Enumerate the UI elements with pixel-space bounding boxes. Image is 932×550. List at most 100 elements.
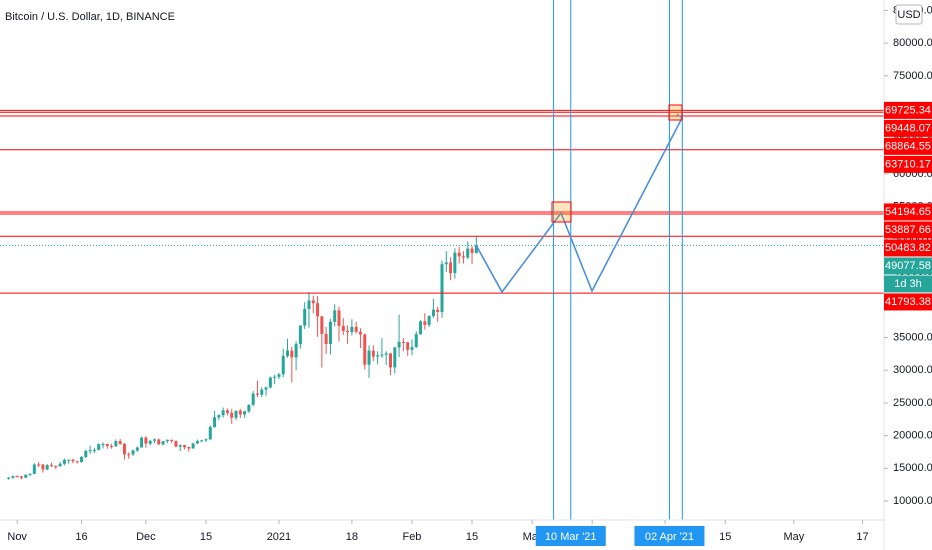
level-label-box — [884, 137, 932, 155]
level-label-box — [884, 239, 932, 257]
candle-body — [281, 355, 285, 375]
candle-body — [316, 303, 320, 317]
x-tick-label: 15 — [466, 531, 478, 543]
x-tick-label: 18 — [346, 531, 358, 543]
candle-body — [423, 321, 427, 325]
candle-body — [97, 444, 101, 450]
countdown-label-box — [884, 275, 932, 293]
level-label: 68864.55 — [885, 140, 931, 152]
candle-body — [320, 316, 324, 334]
level-label-box — [884, 155, 932, 173]
candle-body — [178, 445, 182, 447]
level-label: 53887.66 — [885, 224, 931, 236]
candle-body — [54, 466, 58, 468]
candle-body — [110, 445, 114, 447]
level-label-box — [884, 203, 932, 221]
candle-body — [127, 454, 131, 456]
date-marker-label: 10 Mar '21 — [545, 531, 597, 543]
level-label-box — [884, 221, 932, 239]
y-tick-label: 35000.00 — [893, 331, 932, 343]
candle-body — [457, 252, 461, 257]
candle-body — [436, 309, 440, 312]
candle-body — [191, 443, 195, 449]
y-tick-label: 30000.00 — [893, 364, 932, 376]
x-tick-label: 16 — [75, 531, 87, 543]
candle-body — [294, 344, 298, 358]
candle-body — [268, 377, 272, 388]
candle-body — [213, 417, 217, 428]
target-box — [551, 201, 572, 223]
candle-body — [204, 439, 208, 441]
x-tick-label: Feb — [402, 531, 421, 543]
level-label-box — [884, 119, 932, 137]
candle-body — [311, 300, 315, 304]
candle-body — [380, 354, 384, 356]
y-tick-label: 20000.00 — [893, 430, 932, 442]
candle-body — [277, 374, 281, 377]
candle-body — [152, 439, 156, 441]
y-tick-label: 75000.00 — [893, 70, 932, 82]
candle-body — [41, 464, 45, 470]
candle-body — [333, 310, 337, 322]
candle-body — [427, 315, 431, 325]
candle-body — [88, 450, 92, 452]
candle-body — [389, 353, 393, 368]
candle-body — [358, 331, 362, 335]
candle-body — [49, 465, 53, 467]
candle-body — [208, 427, 212, 440]
x-tick-label: 15 — [719, 531, 731, 543]
candle-body — [230, 412, 234, 418]
candle-body — [238, 410, 242, 415]
x-tick-label: Dec — [136, 531, 156, 543]
y-tick-label: 10000.00 — [893, 495, 932, 507]
candle-body — [80, 457, 84, 463]
candle-body — [367, 350, 371, 365]
candle-body — [234, 410, 238, 418]
candle-body — [401, 341, 405, 343]
candle-body — [32, 464, 36, 474]
candle-body — [273, 376, 277, 378]
candle-body — [431, 309, 435, 316]
candle-body — [92, 449, 96, 451]
level-label: 54194.65 — [885, 206, 931, 218]
candle-body — [410, 347, 414, 350]
y-tick-label: 80000.00 — [893, 37, 932, 49]
candle-body — [444, 262, 448, 265]
candle-body — [255, 393, 259, 395]
candle-body — [28, 473, 32, 475]
candle-body — [328, 321, 332, 344]
x-tick-label: May — [783, 531, 804, 543]
candle-body — [15, 476, 19, 478]
plot-area — [0, 0, 884, 520]
candle-body — [161, 441, 165, 445]
date-marker-box — [535, 526, 606, 546]
candle-body — [470, 248, 474, 253]
level-label: 69725.34 — [885, 104, 931, 116]
x-tick-label: 2021 — [267, 531, 291, 543]
candle-body — [264, 387, 268, 390]
currency-badge[interactable] — [895, 4, 923, 25]
countdown-label: 1d 3h — [894, 278, 922, 290]
last-price-label-box — [884, 257, 932, 275]
candle-body — [247, 404, 251, 412]
candle-body — [118, 441, 122, 444]
candle-body — [62, 459, 66, 464]
candle-body — [217, 415, 221, 418]
y-tick-label: 25000.00 — [893, 397, 932, 409]
projection-path — [475, 117, 683, 294]
level-label-box — [884, 293, 932, 311]
date-marker-label: 02 Apr '21 — [645, 531, 694, 543]
currency-label[interactable]: USD — [897, 9, 920, 21]
candle-body — [101, 444, 105, 446]
candle-body — [221, 410, 225, 416]
candle-body — [84, 450, 88, 458]
x-tick-label: 17 — [856, 531, 868, 543]
chart-title: Bitcoin / U.S. Dollar, 1D, BINANCE — [5, 11, 175, 23]
candle-body — [376, 355, 380, 357]
candle-body — [37, 464, 41, 466]
axes: 10000.00 15000.00 20000.00 25000.00 30000.00… — [7, 4, 932, 546]
candle-body — [414, 334, 418, 348]
